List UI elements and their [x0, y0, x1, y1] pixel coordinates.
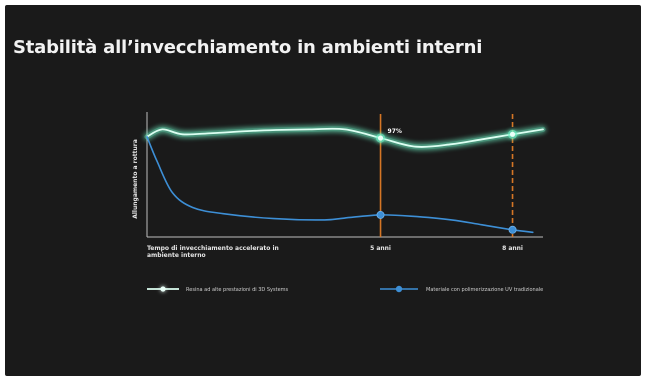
data-point-1	[509, 131, 516, 137]
series-glow-0	[144, 126, 546, 150]
data-point-3	[508, 225, 517, 234]
series-line-0	[146, 127, 544, 148]
legend-label-0: Resina ad alte prestazioni di 3D Systems	[186, 287, 289, 293]
data-point-2	[376, 210, 385, 219]
slide-title: Stabilità all’invecchiamento in ambienti…	[13, 37, 483, 58]
x-tick-label-0: 5 anni	[370, 245, 391, 252]
legend-label-1: Materiale con polimerizzazione UV tradiz…	[426, 287, 543, 293]
x-tick-label-1: 8 anni	[502, 245, 523, 252]
slide: Stabilità all’invecchiamento in ambienti…	[5, 5, 641, 376]
data-label-0: 97%	[388, 128, 402, 135]
data-point-0	[377, 135, 384, 141]
x-axis-label: Tempo di invecchiamento accelerato in amb…	[147, 245, 279, 259]
legend-swatch-dot-0	[160, 286, 166, 292]
y-axis-label: Allungamento a rottura	[132, 139, 139, 219]
series-line-1	[146, 136, 534, 234]
legend-swatch-dot-1	[395, 285, 403, 293]
